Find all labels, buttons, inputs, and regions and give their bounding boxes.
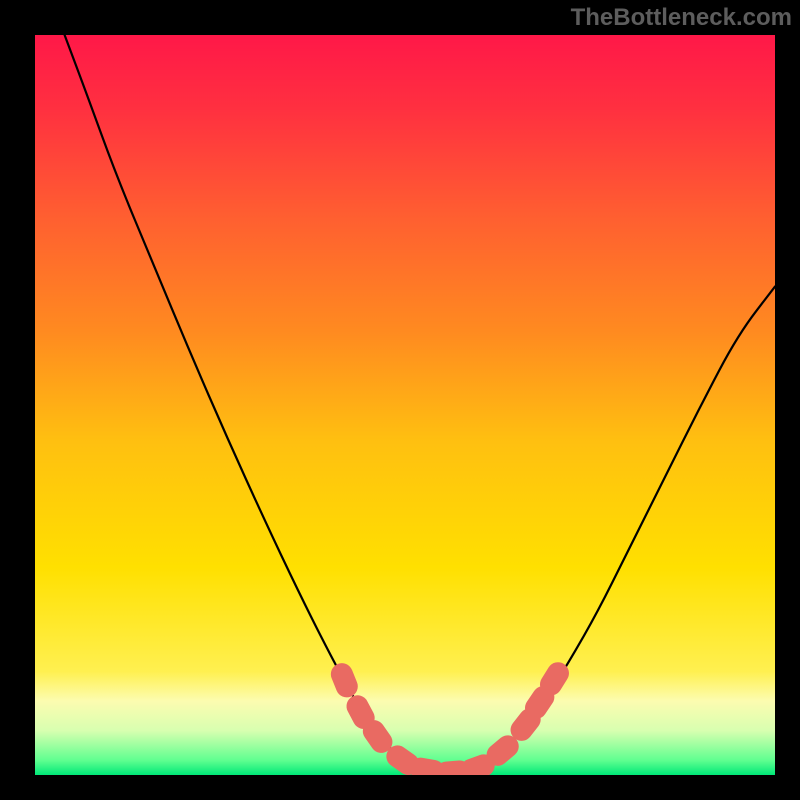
- plot-area: [35, 35, 775, 775]
- chart-frame: TheBottleneck.com: [0, 0, 800, 800]
- gradient-plot-svg: [35, 35, 775, 775]
- gradient-background: [35, 35, 775, 775]
- attribution-label: TheBottleneck.com: [571, 4, 792, 32]
